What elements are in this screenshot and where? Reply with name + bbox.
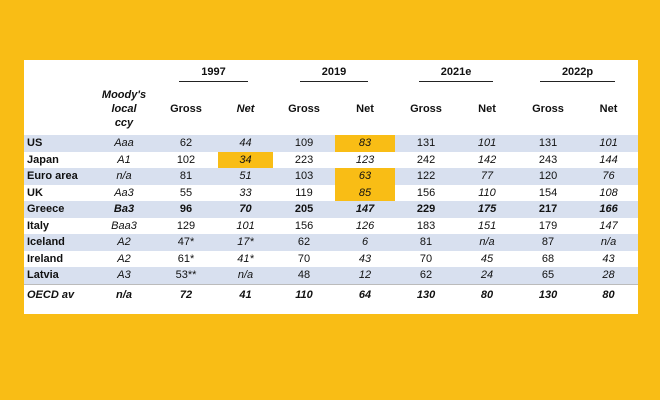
- table-row: Japan A1 102 34 223 123 242 142 243 144: [24, 151, 638, 168]
- table-row: Greece Ba3 96 70 205 147 229 175 217 166: [24, 201, 639, 218]
- table-row: Ireland A2 61* 41* 70 43 70 45 68 43: [27, 252, 615, 265]
- column-header-row: Moody's local ccy Gross Net Gross Net Gr…: [24, 83, 638, 135]
- gross-header-2019: Gross: [288, 103, 320, 115]
- highlight-cell: 63: [335, 168, 396, 185]
- table-row: Iceland A2 47* 17* 62 6 81 n/a 87 n/a: [24, 234, 639, 251]
- net-header-1997: Net: [236, 103, 255, 115]
- table-row: Euro area n/a 81 51 103 63 122 77 120 76: [24, 168, 639, 185]
- table-row: Latvia A3 53** n/a 48 12 62 24 65 28: [24, 267, 639, 284]
- table-row: UK Aa3 55 33 119 85 156 110 154 108: [24, 184, 638, 201]
- highlight-cell: 34: [218, 151, 274, 168]
- year-header-1997: 1997: [154, 60, 273, 83]
- year-header-2021e: 2021e: [395, 60, 517, 83]
- highlight-cell: 85: [335, 184, 396, 201]
- gross-header-2022p: Gross: [532, 103, 564, 115]
- moody-header: Moody's local ccy: [101, 89, 147, 129]
- highlight-cell: 83: [335, 135, 396, 152]
- oecd-average-row: OECD av n/a 72 41 110 64 130 80 130 80: [24, 283, 639, 305]
- debt-table-card: 1997 2019 2021e 2022p Moody's local ccy …: [24, 60, 639, 314]
- gross-header-2021e: Gross: [410, 103, 442, 115]
- year-header-2019: 2019: [273, 60, 395, 83]
- year-header-row: 1997 2019 2021e 2022p: [24, 60, 638, 83]
- gross-header-1997: Gross: [170, 103, 202, 115]
- year-header-2022p: 2022p: [517, 60, 638, 83]
- net-header-2021e: Net: [478, 103, 496, 115]
- net-header-2019: Net: [356, 103, 374, 115]
- debt-table: 1997 2019 2021e 2022p Moody's local ccy …: [24, 60, 639, 305]
- net-header-2022p: Net: [599, 103, 618, 115]
- table-row: Italy Baa3 129 101 156 126 183 151 179 1…: [27, 219, 618, 232]
- table-row: US Aaa 62 44 109 83 131 101 131 101: [24, 135, 639, 152]
